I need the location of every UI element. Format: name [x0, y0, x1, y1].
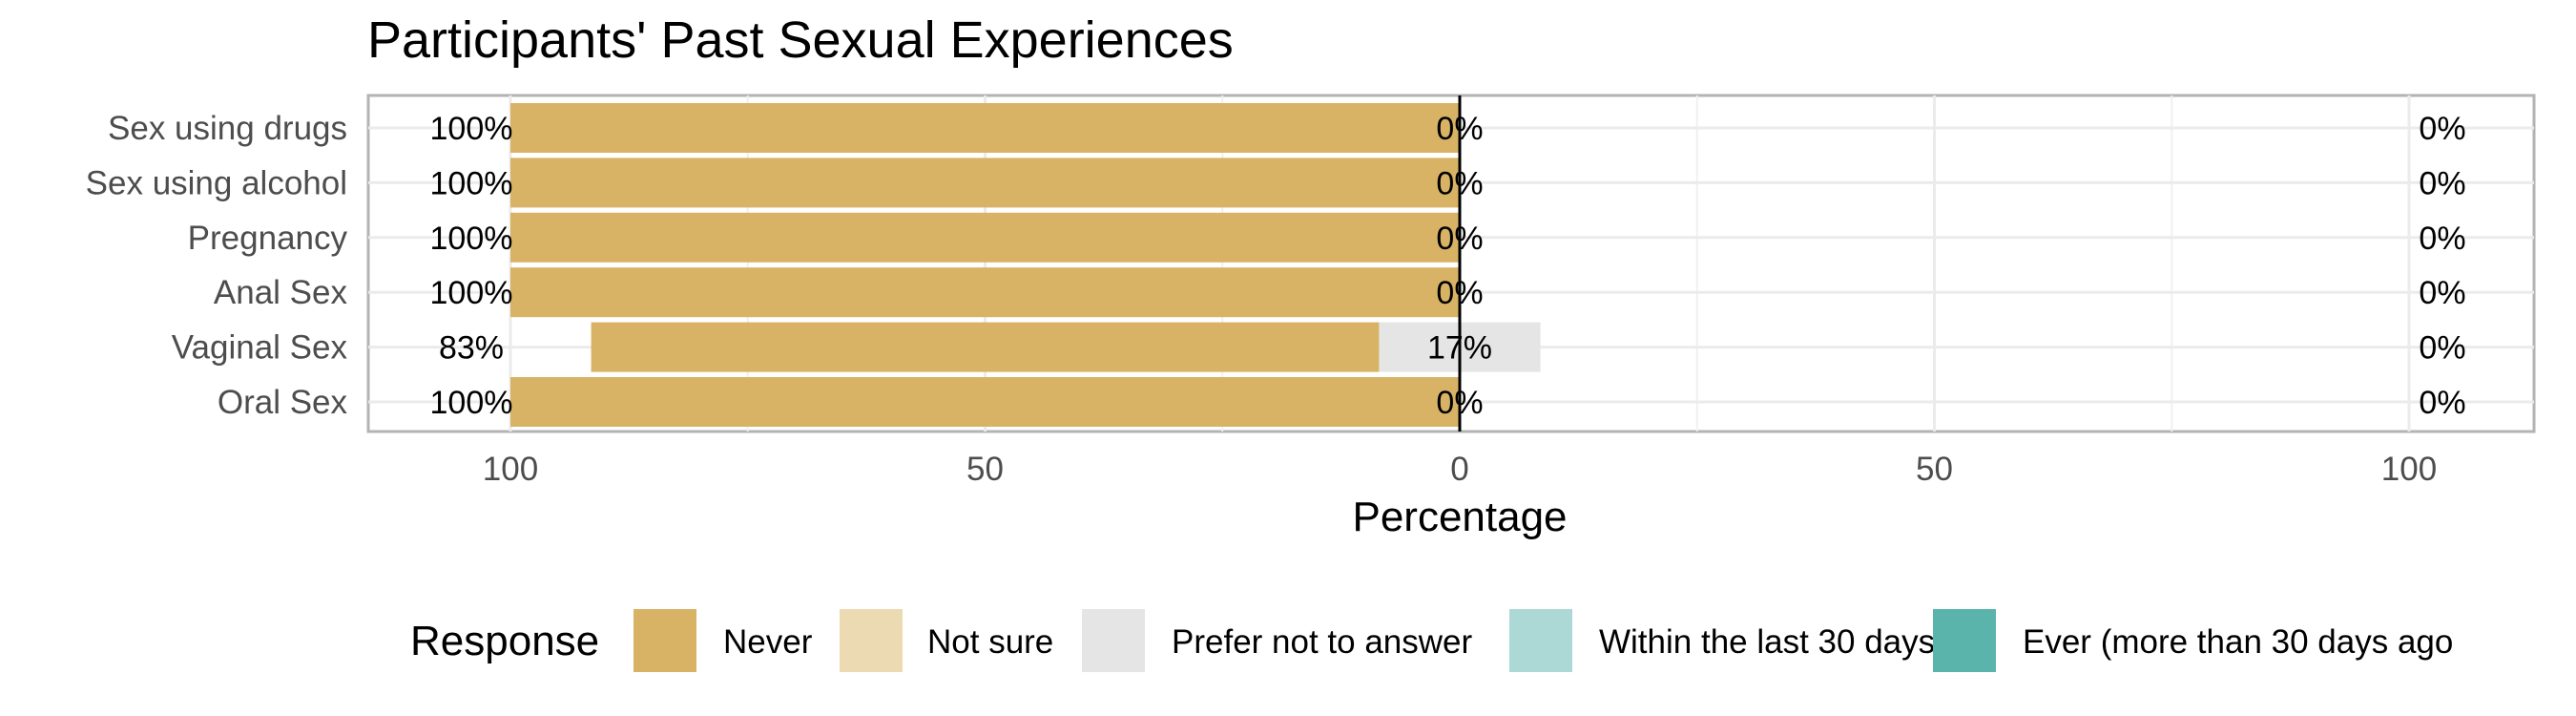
- x-axis-title: Percentage: [1352, 494, 1567, 540]
- legend-label-2: Prefer not to answer: [1172, 623, 1472, 661]
- label-right-3: 0%: [2419, 275, 2465, 311]
- legend-key-2: [1082, 609, 1145, 672]
- category-labels: Sex using drugs Sex using alcohol Pregnanc…: [86, 110, 348, 421]
- label-left-0: 100%: [430, 111, 513, 147]
- bar-never-5: [510, 377, 1460, 427]
- bar-never-4: [591, 322, 1380, 372]
- label-center-3: 0%: [1436, 275, 1483, 311]
- bar-never-3: [510, 267, 1460, 318]
- label-left-2: 100%: [430, 221, 513, 257]
- label-center-4: 17%: [1427, 330, 1492, 367]
- label-left-4: 83%: [439, 330, 504, 367]
- legend-label-4: Ever (more than 30 days ago: [2023, 623, 2453, 661]
- legend-key-1: [840, 609, 903, 672]
- label-center-1: 0%: [1436, 165, 1483, 201]
- label-right-5: 0%: [2419, 385, 2465, 421]
- label-center-5: 0%: [1436, 385, 1483, 421]
- x-tick-labels: 100 50 0 50 100: [483, 451, 2437, 488]
- category-label-1: Sex using alcohol: [86, 164, 347, 201]
- x-tick-label-0: 100: [483, 451, 538, 488]
- data-labels: 100% 0% 0% 100% 0% 0% 100% 0% 0% 100% 0% 0% 83% 17% 0%…: [430, 111, 2466, 421]
- legend-label-0: Never: [723, 623, 813, 661]
- legend-title: Response: [410, 618, 599, 664]
- label-center-0: 0%: [1436, 111, 1483, 147]
- category-label-0: Sex using drugs: [108, 110, 347, 147]
- label-left-5: 100%: [430, 385, 513, 421]
- label-center-2: 0%: [1436, 221, 1483, 257]
- bar-never-0: [510, 103, 1460, 153]
- x-tick-label-2: 0: [1450, 451, 1468, 488]
- label-right-4: 0%: [2419, 330, 2465, 367]
- legend-key-4: [1933, 609, 1996, 672]
- legend: Response Never Not sure Prefer not to answ…: [410, 609, 2453, 672]
- label-left-3: 100%: [430, 275, 513, 311]
- label-left-1: 100%: [430, 165, 513, 201]
- legend-label-3: Within the last 30 days: [1599, 623, 1935, 661]
- x-tick-label-3: 50: [1916, 451, 1953, 488]
- legend-key-0: [634, 609, 696, 672]
- legend-label-1: Not sure: [927, 623, 1053, 661]
- legend-key-3: [1509, 609, 1572, 672]
- x-tick-label-1: 50: [966, 451, 1004, 488]
- bar-never-2: [510, 212, 1460, 263]
- chart-title: Participants' Past Sexual Experiences: [367, 11, 1234, 69]
- category-label-4: Vaginal Sex: [172, 329, 348, 367]
- category-label-2: Pregnancy: [188, 220, 348, 257]
- label-right-0: 0%: [2419, 111, 2465, 147]
- label-right-1: 0%: [2419, 165, 2465, 201]
- x-tick-label-4: 100: [2381, 451, 2437, 488]
- label-right-2: 0%: [2419, 221, 2465, 257]
- category-label-5: Oral Sex: [218, 384, 348, 421]
- category-label-3: Anal Sex: [214, 274, 348, 311]
- bars: [510, 103, 1541, 427]
- bar-never-1: [510, 158, 1460, 208]
